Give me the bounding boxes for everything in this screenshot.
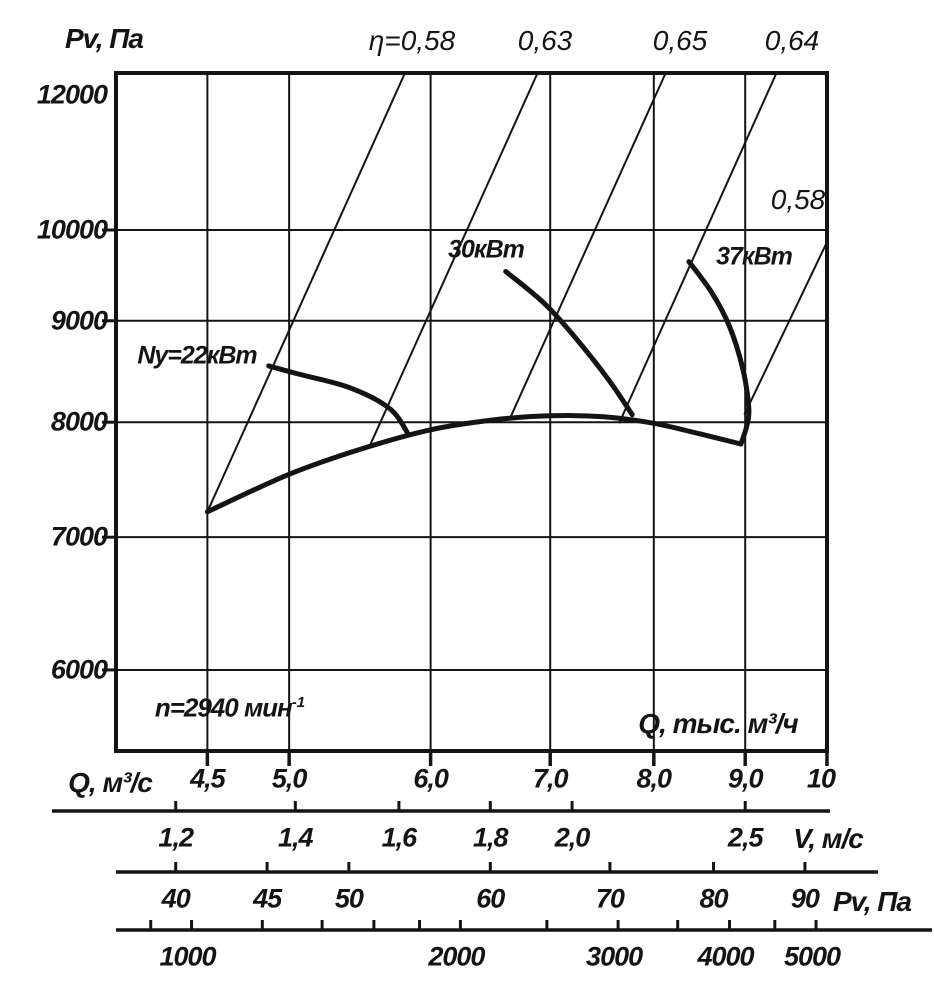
efficiency-label: 0,65	[652, 25, 708, 56]
x-tick-label: 9,0	[727, 763, 764, 794]
efficiency-label: 0,63	[517, 25, 573, 56]
scale-pv-pa-tick-label: 2000	[428, 941, 485, 972]
plot-border	[114, 71, 829, 753]
power-curve-label: 37кВт	[716, 242, 793, 271]
scale-q-m3s-tick-label: 2,5	[727, 822, 764, 853]
y-tick-label: 6000	[50, 654, 108, 685]
scale-v-ms-tick-label: 45	[253, 883, 282, 914]
efficiency-line	[618, 72, 778, 424]
scale-q-m3s-tick-label: 1,2	[158, 822, 194, 853]
x-tick-label: 4,5	[190, 763, 226, 794]
scale-q-m3s-tick-label: 2,0	[554, 822, 591, 853]
scale-pv-pa-tick-label: 1000	[159, 941, 216, 972]
scale-v-ms-tick-label: 40	[161, 883, 191, 914]
pressure-curve	[204, 413, 744, 515]
x-tick-label: 10	[806, 763, 836, 794]
x-axis-title: Q, тыс. м³/ч	[638, 708, 798, 739]
y-tick-label: 7000	[50, 521, 108, 552]
efficiency-line	[206, 72, 406, 513]
x-tick-label: 5,0	[271, 763, 308, 794]
x-tick-label: 7,0	[532, 763, 569, 794]
efficiency-label: 0,58	[770, 184, 826, 215]
y-tick-label: 8000	[50, 406, 108, 437]
efficiency-line	[369, 72, 539, 446]
scale-q-m3s-unit-label: Q, м³/с	[68, 767, 153, 798]
scale-v-ms-tick-label: 80	[699, 883, 729, 914]
rpm-annotation: n=2940 мин-1	[155, 693, 305, 724]
scale-pv-pa-unit-label: Pv, Па	[833, 886, 912, 917]
power-curve-1	[503, 268, 635, 418]
efficiency-label: 0,64	[764, 25, 820, 56]
scale-v-ms-tick-label: 70	[595, 883, 625, 914]
y-tick-label: 10000	[36, 214, 108, 245]
efficiency-line	[509, 72, 667, 418]
scale-v-ms-tick-label: 50	[334, 883, 364, 914]
scale-pv-pa-tick-label: 3000	[586, 941, 643, 972]
scale-v-ms-tick-label: 90	[790, 883, 820, 914]
scale-v-ms-unit-label: V, м/с	[793, 823, 864, 854]
rpm-annotation-text: n=2940 мин	[154, 692, 293, 723]
y-tick-label: 12000	[36, 79, 108, 110]
efficiency-line	[743, 241, 828, 416]
scale-q-m3s-tick-label: 1,6	[381, 822, 418, 853]
x-tick-label: 6,0	[413, 763, 449, 794]
scale-v-ms-tick-label: 60	[476, 883, 505, 914]
rpm-annotation-sup: -1	[291, 693, 306, 711]
scale-pv-pa-tick-label: 4000	[697, 941, 754, 972]
power-curve-label: 30кВт	[448, 235, 525, 264]
power-curve-0	[266, 363, 411, 437]
y-axis-title: Pv, Па	[65, 23, 144, 54]
power-curve-2	[686, 259, 752, 447]
x-tick-label: 8,0	[636, 763, 673, 794]
scale-q-m3s-tick-label: 1,8	[473, 822, 509, 853]
scale-q-m3s-tick-label: 1,4	[278, 822, 314, 853]
efficiency-label: η=0,58	[368, 25, 456, 56]
power-curve-label: Nу=22кВт	[137, 341, 257, 370]
y-tick-label: 9000	[50, 305, 108, 336]
scale-pv-pa-tick-label: 5000	[783, 941, 841, 972]
